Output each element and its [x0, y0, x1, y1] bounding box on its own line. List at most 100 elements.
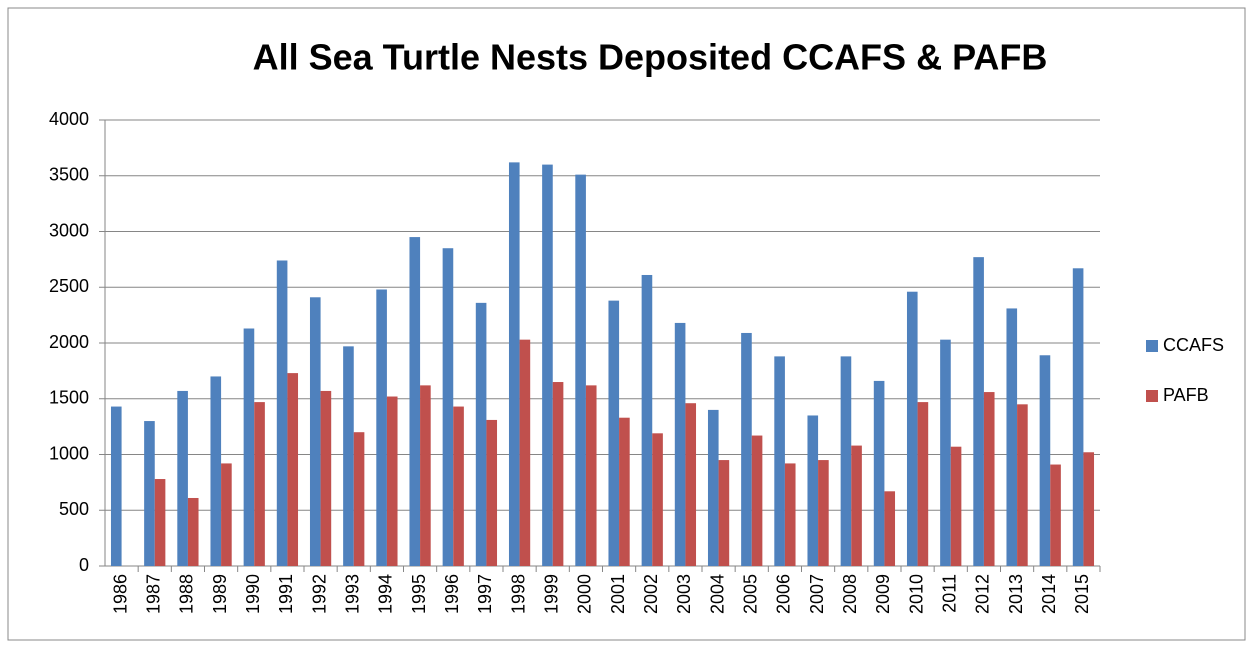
chart-title: All Sea Turtle Nests Deposited CCAFS & P… [253, 37, 1048, 78]
bar [453, 406, 464, 566]
x-tick-label: 2004 [707, 574, 727, 614]
bar [254, 402, 265, 566]
bar [1072, 268, 1084, 566]
bar [807, 415, 819, 566]
x-tick-label: 1997 [475, 574, 495, 614]
bar [674, 322, 686, 566]
x-tick-label: 2003 [674, 574, 694, 614]
legend-swatch [1146, 340, 1158, 352]
x-tick-label: 2011 [940, 574, 960, 613]
bar [376, 289, 387, 566]
bar [409, 237, 421, 566]
bar [851, 445, 862, 566]
x-tick-label: 1998 [508, 574, 528, 614]
bar [353, 432, 365, 566]
y-tick-label: 3000 [49, 220, 89, 240]
x-tick-label: 2013 [1006, 574, 1026, 614]
bar [386, 396, 398, 566]
bar [542, 164, 553, 566]
bar [575, 174, 586, 566]
bar [707, 409, 719, 566]
x-tick-label: 1995 [409, 574, 429, 614]
bar [784, 463, 796, 566]
bar [508, 162, 520, 566]
y-tick-label: 1500 [49, 388, 89, 408]
bar [884, 491, 896, 566]
bar [1050, 464, 1061, 566]
y-tick-label: 4000 [49, 109, 89, 129]
x-tick-label: 2001 [608, 574, 628, 614]
x-tick-label: 2007 [807, 574, 827, 614]
bar [973, 257, 984, 566]
bar [552, 382, 564, 566]
legend-swatch [1146, 390, 1158, 402]
x-tick-label: 1989 [210, 574, 230, 614]
bar [1017, 404, 1028, 566]
bar [110, 406, 122, 566]
bar [320, 390, 332, 566]
x-tick-label: 1993 [343, 574, 363, 614]
x-tick-label: 2005 [741, 574, 761, 614]
x-tick-label: 1992 [309, 574, 329, 614]
bar [144, 421, 155, 566]
bar [641, 274, 653, 566]
bar [718, 460, 730, 566]
bar [950, 446, 962, 566]
bar [243, 328, 255, 566]
x-tick-label: 1994 [376, 574, 396, 614]
y-tick-label: 3500 [49, 165, 89, 185]
bar [940, 339, 951, 566]
bar [1039, 355, 1051, 566]
x-tick-label: 2000 [575, 574, 595, 614]
bar [1083, 452, 1095, 566]
bar [840, 356, 852, 566]
bar [751, 435, 763, 566]
bar [608, 300, 620, 566]
y-tick-label: 2500 [49, 276, 89, 296]
bar [343, 346, 354, 566]
bar [685, 403, 697, 566]
bar [442, 248, 454, 566]
x-tick-label: 1986 [110, 574, 130, 614]
x-tick-label: 1996 [442, 574, 462, 614]
bar [309, 297, 321, 566]
x-tick-label: 2015 [1072, 574, 1092, 614]
bar [287, 373, 299, 566]
x-tick-label: 2012 [973, 574, 993, 614]
y-tick-label: 2000 [49, 332, 89, 352]
x-tick-label: 1987 [144, 574, 164, 614]
x-tick-label: 1988 [177, 574, 197, 614]
bar [210, 376, 222, 566]
y-tick-label: 1000 [49, 443, 89, 463]
x-tick-label: 2014 [1039, 574, 1059, 614]
bar [154, 479, 166, 566]
x-tick-label: 1990 [243, 574, 263, 614]
bar [619, 417, 630, 566]
x-tick-label: 2006 [774, 574, 794, 614]
bar [486, 419, 498, 566]
bar [276, 260, 288, 566]
x-tick-label: 2008 [840, 574, 860, 614]
y-tick-label: 500 [59, 499, 89, 519]
x-tick-label: 2010 [906, 574, 926, 614]
bar [420, 385, 431, 566]
bar [177, 390, 188, 566]
bar [917, 402, 929, 566]
x-tick-label: 1991 [276, 574, 296, 614]
bar [585, 385, 597, 566]
bar [983, 392, 995, 566]
bar [475, 302, 487, 566]
bar [187, 497, 199, 566]
bar [818, 460, 829, 566]
x-tick-label: 2009 [873, 574, 893, 614]
bar [1006, 308, 1018, 566]
y-tick-label: 0 [79, 555, 89, 575]
bar [652, 433, 663, 566]
bar [741, 332, 752, 566]
bar [519, 339, 531, 566]
bar [774, 356, 785, 566]
legend-label: CCAFS [1163, 335, 1224, 355]
legend-label: PAFB [1163, 385, 1209, 405]
x-tick-label: 2002 [641, 574, 661, 614]
